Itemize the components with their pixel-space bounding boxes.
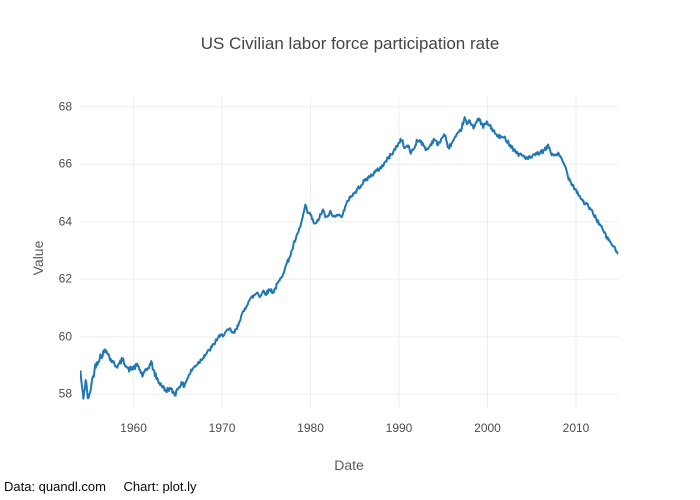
- data-source-text: Data: quandl.com: [4, 479, 106, 494]
- y-tick-label: 68: [58, 99, 72, 114]
- x-axis-title: Date: [334, 457, 364, 473]
- attribution: Data: quandl.com Chart: plot.ly: [4, 479, 197, 494]
- x-tick-label: 1980: [297, 421, 324, 435]
- y-axis-title: Value: [30, 240, 46, 276]
- x-tick-label: 1960: [120, 421, 147, 435]
- y-tick-label: 62: [58, 271, 72, 286]
- y-tick-label: 60: [58, 329, 72, 344]
- x-tick-label: 2000: [474, 421, 501, 435]
- gridlines: [80, 97, 619, 408]
- series-line[interactable]: [80, 116, 619, 400]
- x-tick-label: 1990: [385, 421, 413, 435]
- x-tick-label: 1970: [208, 421, 236, 435]
- y-tick-label: 58: [58, 386, 72, 401]
- chart-title: US Civilian labor force participation ra…: [200, 34, 500, 53]
- y-tick-label: 64: [58, 214, 72, 229]
- chart-credit-text: Chart: plot.ly: [123, 479, 197, 494]
- x-tick-label: 2010: [562, 421, 590, 435]
- y-tick-label: 66: [58, 156, 72, 171]
